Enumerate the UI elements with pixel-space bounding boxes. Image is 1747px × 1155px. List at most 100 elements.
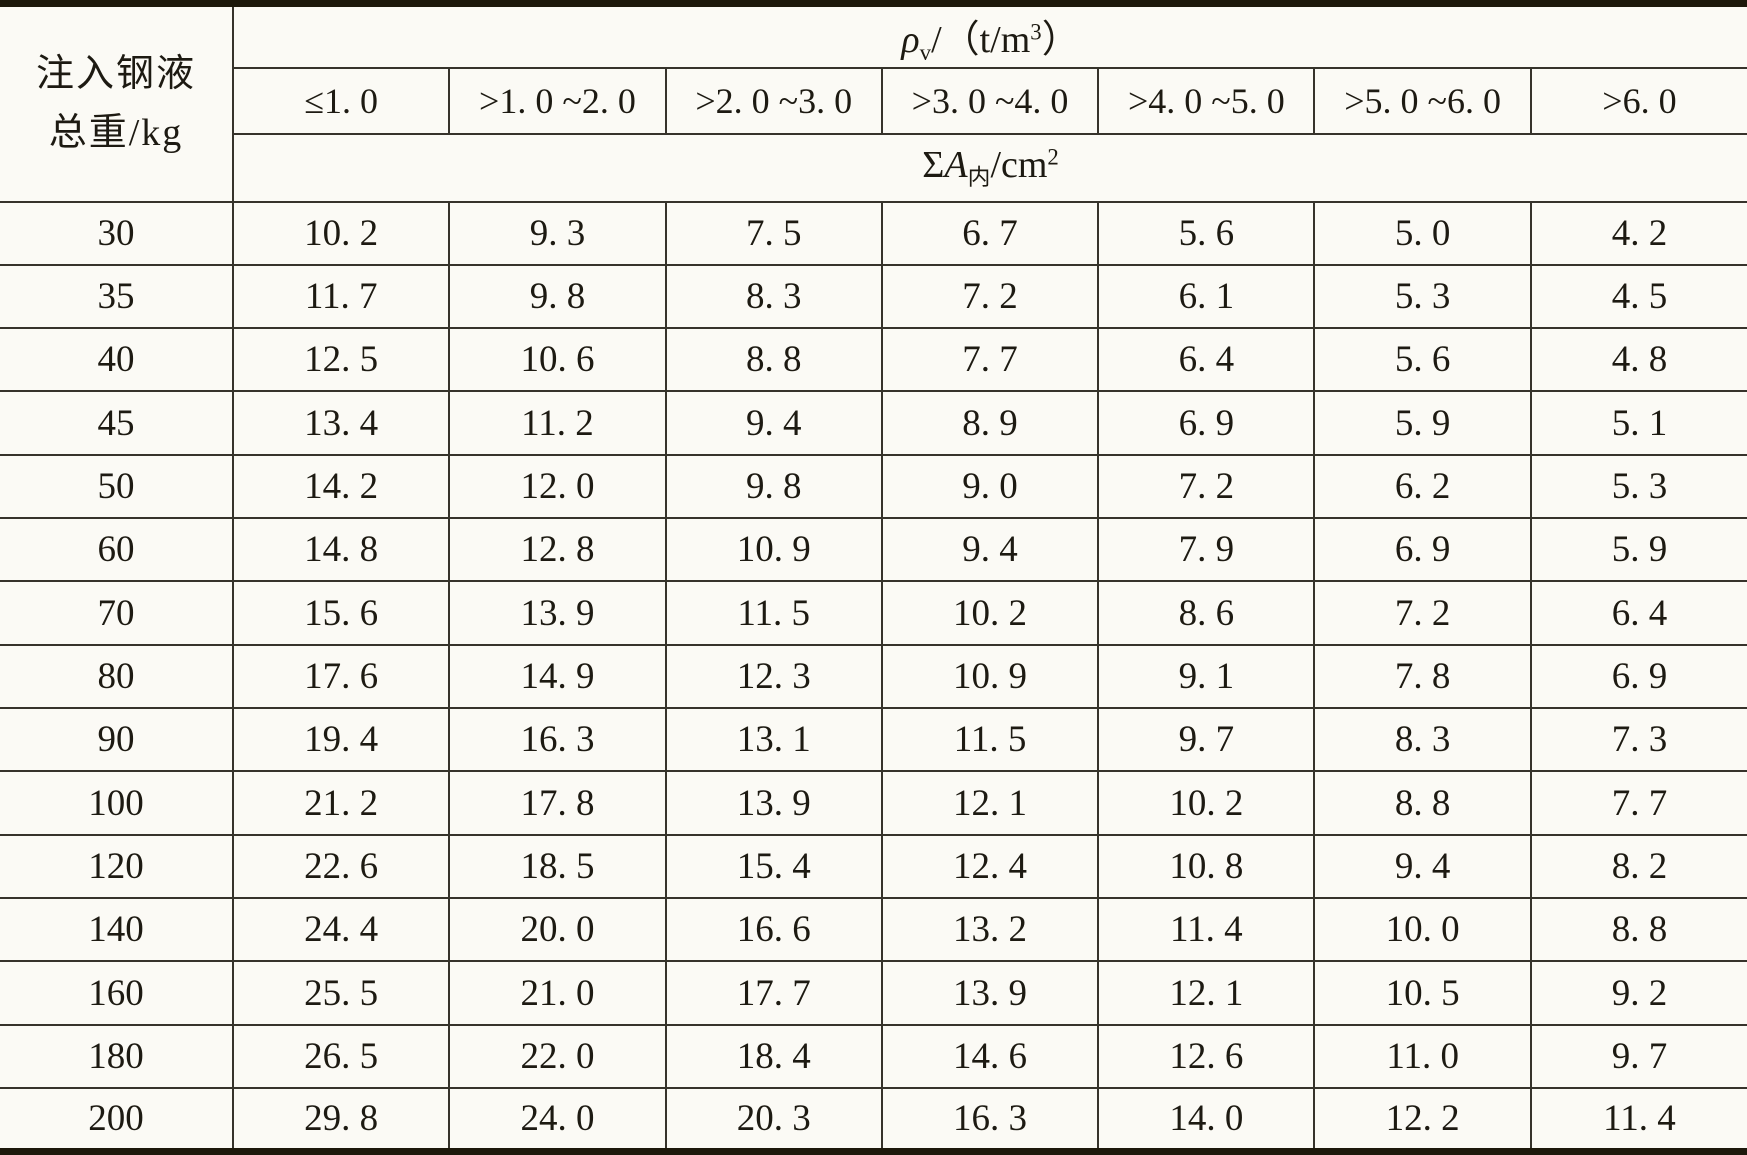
area-value-cell: 7. 3 — [1529, 707, 1747, 773]
area-value-cell: 20. 0 — [448, 897, 667, 963]
area-value-cell: 5. 0 — [1313, 200, 1532, 266]
area-value-cell: 9. 7 — [1097, 707, 1316, 773]
table-row: 200 29. 8 24. 0 20. 3 16. 3 14. 0 12. 2 11. 4 — [0, 1087, 1747, 1153]
area-value-cell: 14. 6 — [880, 1023, 1100, 1090]
area-value-cell: 8. 6 — [1097, 580, 1316, 646]
density-range-header-3: >3. 0 ~4. 0 — [880, 66, 1100, 135]
area-value-cell: 6. 9 — [1313, 517, 1532, 583]
area-value-cell: 21. 2 — [231, 770, 451, 836]
area-value-cell: 9. 2 — [1529, 960, 1747, 1026]
area-value-cell: 10. 9 — [664, 517, 883, 583]
area-value-cell: 16. 3 — [448, 707, 667, 773]
weight-cell: 100 — [0, 770, 234, 836]
area-value-cell: 13. 9 — [880, 960, 1100, 1026]
area-value-cell: 14. 0 — [1097, 1087, 1316, 1153]
area-value-cell: 10. 2 — [1097, 770, 1316, 836]
area-value-cell: 11. 2 — [448, 390, 667, 456]
area-value-cell: 7. 5 — [664, 200, 883, 266]
weight-cell: 30 — [0, 200, 234, 266]
area-value-cell: 8. 9 — [880, 390, 1100, 456]
area-value-cell: 6. 7 — [880, 200, 1100, 266]
table-row: 40 12. 5 10. 6 8. 8 7. 7 6. 4 5. 6 4. 8 — [0, 327, 1747, 393]
area-value-cell: 29. 8 — [231, 1087, 451, 1153]
density-units-text: /（t/m — [931, 18, 1031, 61]
area-value-cell: 7. 7 — [1529, 770, 1747, 836]
weight-cell: 120 — [0, 833, 234, 900]
area-value-cell: 10. 5 — [1313, 960, 1532, 1026]
area-value-cell: 20. 3 — [664, 1087, 883, 1153]
area-value-cell: 7. 9 — [1097, 517, 1316, 583]
area-symbol: A — [944, 144, 968, 187]
table-row: 70 15. 6 13. 9 11. 5 10. 2 8. 6 7. 2 6. 4 — [0, 580, 1747, 646]
density-range-header-6: >6. 0 — [1529, 66, 1747, 135]
area-value-cell: 5. 9 — [1313, 390, 1532, 456]
area-value-cell: 10. 8 — [1097, 833, 1316, 900]
area-value-cell: 5. 6 — [1097, 200, 1316, 266]
area-value-cell: 12. 8 — [448, 517, 667, 583]
area-value-cell: 13. 4 — [231, 390, 451, 456]
area-value-cell: 8. 8 — [1313, 770, 1532, 836]
area-value-cell: 7. 2 — [1313, 580, 1532, 646]
weight-cell: 140 — [0, 897, 234, 963]
table-row: 180 26. 5 22. 0 18. 4 14. 6 12. 6 11. 0 9. 7 — [0, 1023, 1747, 1090]
area-subscript: 内 — [967, 164, 991, 190]
weight-cell: 200 — [0, 1087, 234, 1153]
density-header: ρv/（t/m3） — [231, 3, 1747, 69]
table-row: 35 11. 7 9. 8 8. 3 7. 2 6. 1 5. 3 4. 5 — [0, 263, 1747, 330]
area-value-cell: 6. 9 — [1097, 390, 1316, 456]
weight-cell: 90 — [0, 707, 234, 773]
area-value-cell: 10. 0 — [1313, 897, 1532, 963]
density-range-header-1: >1. 0 ~2. 0 — [448, 66, 667, 135]
density-superscript: 3 — [1030, 19, 1042, 45]
area-value-cell: 17. 7 — [664, 960, 883, 1026]
table-row: 140 24. 4 20. 0 16. 6 13. 2 11. 4 10. 0 8. 8 — [0, 897, 1747, 963]
area-value-cell: 11. 5 — [880, 707, 1100, 773]
area-value-cell: 17. 8 — [448, 770, 667, 836]
area-value-cell: 11. 4 — [1529, 1087, 1747, 1153]
area-value-cell: 12. 0 — [448, 453, 667, 520]
area-value-cell: 8. 8 — [664, 327, 883, 393]
area-value-cell: 5. 3 — [1313, 263, 1532, 330]
area-value-cell: 13. 1 — [664, 707, 883, 773]
area-value-cell: 8. 3 — [664, 263, 883, 330]
area-value-cell: 22. 0 — [448, 1023, 667, 1090]
area-value-cell: 21. 0 — [448, 960, 667, 1026]
area-value-cell: 24. 0 — [448, 1087, 667, 1153]
area-value-cell: 4. 5 — [1529, 263, 1747, 330]
area-value-cell: 12. 6 — [1097, 1023, 1316, 1090]
area-value-cell: 16. 6 — [664, 897, 883, 963]
area-value-cell: 11. 7 — [231, 263, 451, 330]
weight-cell: 70 — [0, 580, 234, 646]
row-header-line2: 总重/kg — [48, 111, 184, 154]
sigma-symbol: Σ — [922, 144, 945, 187]
area-header: ΣA内/cm2 — [233, 132, 1747, 203]
area-value-cell: 9. 4 — [1313, 833, 1532, 900]
table-row: 120 22. 6 18. 5 15. 4 12. 4 10. 8 9. 4 8. 2 — [0, 833, 1747, 900]
area-value-cell: 6. 4 — [1529, 580, 1747, 646]
area-value-cell: 14. 8 — [231, 517, 451, 583]
area-value-cell: 8. 2 — [1529, 833, 1747, 900]
weight-cell: 160 — [0, 960, 234, 1026]
table-row: 90 19. 4 16. 3 13. 1 11. 5 9. 7 8. 3 7. 3 — [0, 707, 1747, 773]
area-value-cell: 14. 9 — [448, 643, 667, 710]
area-value-cell: 16. 3 — [880, 1087, 1100, 1153]
weight-cell: 45 — [0, 390, 234, 456]
row-header-weight: 注入钢液 总重/kg — [0, 3, 234, 203]
area-value-cell: 8. 8 — [1529, 897, 1747, 963]
area-value-cell: 26. 5 — [231, 1023, 451, 1090]
area-value-cell: 9. 1 — [1097, 643, 1316, 710]
area-value-cell: 24. 4 — [231, 897, 451, 963]
rho-symbol: ρ — [901, 18, 920, 61]
area-value-cell: 22. 6 — [231, 833, 451, 900]
area-value-cell: 4. 2 — [1529, 200, 1747, 266]
area-value-cell: 10. 6 — [448, 327, 667, 393]
density-range-header-2: >2. 0 ~3. 0 — [664, 66, 883, 135]
area-value-cell: 5. 3 — [1529, 453, 1747, 520]
area-value-cell: 11. 4 — [1097, 897, 1316, 963]
area-value-cell: 9. 3 — [448, 200, 667, 266]
weight-cell: 180 — [0, 1023, 234, 1090]
area-value-cell: 12. 1 — [1097, 960, 1316, 1026]
density-range-header-4: >4. 0 ~5. 0 — [1097, 66, 1316, 135]
area-units-text: /cm — [990, 144, 1048, 187]
